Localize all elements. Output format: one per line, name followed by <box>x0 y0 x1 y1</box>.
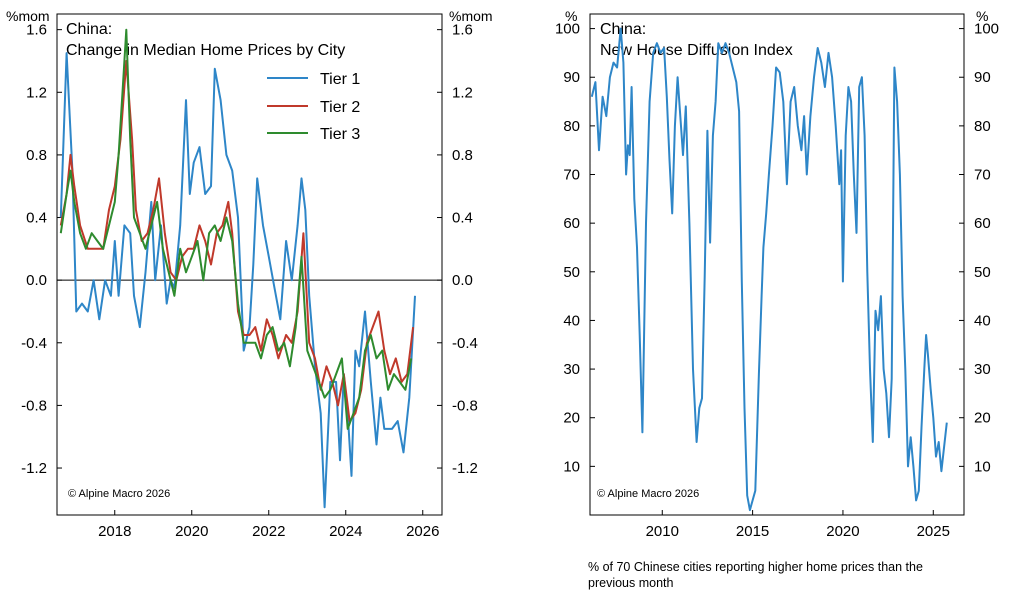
right-series-lines <box>590 27 948 512</box>
y-tick-label-left: 1.6 <box>26 22 47 39</box>
y-tick-label-right: 0.0 <box>452 272 473 289</box>
x-tick-label: 2015 <box>736 523 769 540</box>
left-axis-ticks: -1.2 -1.2 -0.8 -0.8 -0.4 -0.4 0.0 0.0 0.4 0.4 0.8 0… <box>21 22 478 540</box>
right-copyright: © Alpine Macro 2026 <box>597 488 699 500</box>
y-tick-label-left: 1.2 <box>26 84 47 101</box>
left-plot-frame <box>56 13 443 516</box>
right-y-unit-left: % <box>565 8 577 24</box>
y-tick-label-right: 1.2 <box>452 84 473 101</box>
y-tick-label-right: 40 <box>974 312 991 329</box>
left-series-lines <box>59 28 416 509</box>
y-tick-label-right: 0.8 <box>452 147 473 164</box>
y-tick-label-right: 1.6 <box>452 22 473 39</box>
y-tick-label-right: 90 <box>974 69 991 86</box>
left-y-unit-left: %mom <box>6 8 50 24</box>
x-tick-label: 2020 <box>826 523 859 540</box>
y-tick-label-right: 50 <box>974 264 991 281</box>
legend-label-tier-2: Tier 2 <box>320 99 360 116</box>
y-tick-label-right: -0.4 <box>452 335 478 352</box>
right-chart-title: China: <box>600 21 646 38</box>
y-tick-label-left: 60 <box>563 215 580 232</box>
y-tick-label-left: -0.8 <box>21 397 47 414</box>
y-tick-label-right: 10 <box>974 458 991 475</box>
y-tick-label-left: 70 <box>563 167 580 184</box>
y-tick-label-right: 20 <box>974 410 991 427</box>
x-tick-label: 2022 <box>252 523 285 540</box>
y-tick-label-left: 0.0 <box>26 272 47 289</box>
x-tick-label: 2020 <box>175 523 208 540</box>
y-tick-label-left: 30 <box>563 361 580 378</box>
x-tick-label: 2010 <box>646 523 679 540</box>
left-chart-title: China: <box>66 21 112 38</box>
chart-footnote: % of 70 Chinese cities reporting higher … <box>588 560 923 590</box>
series-line-tier-3 <box>59 28 413 430</box>
x-tick-label: 2018 <box>98 523 131 540</box>
left-y-unit-right: %mom <box>449 8 493 24</box>
y-tick-label-right: -0.8 <box>452 397 478 414</box>
series-line-index <box>590 27 948 512</box>
legend-label-tier-1: Tier 1 <box>320 71 360 88</box>
legend-label-tier-3: Tier 3 <box>320 126 360 143</box>
y-tick-label-left: 0.8 <box>26 147 47 164</box>
x-tick-label: 2025 <box>917 523 950 540</box>
y-tick-label-left: 90 <box>563 69 580 86</box>
diffusion-index-chart: % % China: New House Diffusion Index 10 1… <box>555 8 999 540</box>
y-tick-label-right: 100 <box>974 21 999 38</box>
x-tick-label: 2026 <box>406 523 439 540</box>
left-chart-subtitle: Change in Median Home Prices by City <box>66 42 345 59</box>
y-tick-label-right: 70 <box>974 167 991 184</box>
y-tick-label-left: 50 <box>563 264 580 281</box>
y-tick-label-left: -1.2 <box>21 460 47 477</box>
y-tick-label-right: 80 <box>974 118 991 135</box>
y-tick-label-left: 10 <box>563 458 580 475</box>
y-tick-label-right: 0.4 <box>452 210 473 227</box>
y-tick-label-left: 20 <box>563 410 580 427</box>
x-tick-label: 2024 <box>329 523 362 540</box>
right-chart-subtitle: New House Diffusion Index <box>600 42 793 59</box>
y-tick-label-left: -0.4 <box>21 335 47 352</box>
y-tick-label-right: -1.2 <box>452 460 478 477</box>
y-tick-label-right: 60 <box>974 215 991 232</box>
left-legend: Tier 1 Tier 2 Tier 3 <box>267 71 360 143</box>
y-tick-label-left: 0.4 <box>26 210 47 227</box>
y-tick-label-left: 80 <box>563 118 580 135</box>
y-tick-label-left: 40 <box>563 312 580 329</box>
left-copyright: © Alpine Macro 2026 <box>68 488 170 500</box>
right-y-unit-right: % <box>976 8 988 24</box>
tier-prices-chart: %mom %mom China: Change in Median Home P… <box>6 8 493 540</box>
right-plot-frame <box>589 13 965 516</box>
y-tick-label-left: 100 <box>555 21 580 38</box>
y-tick-label-right: 30 <box>974 361 991 378</box>
